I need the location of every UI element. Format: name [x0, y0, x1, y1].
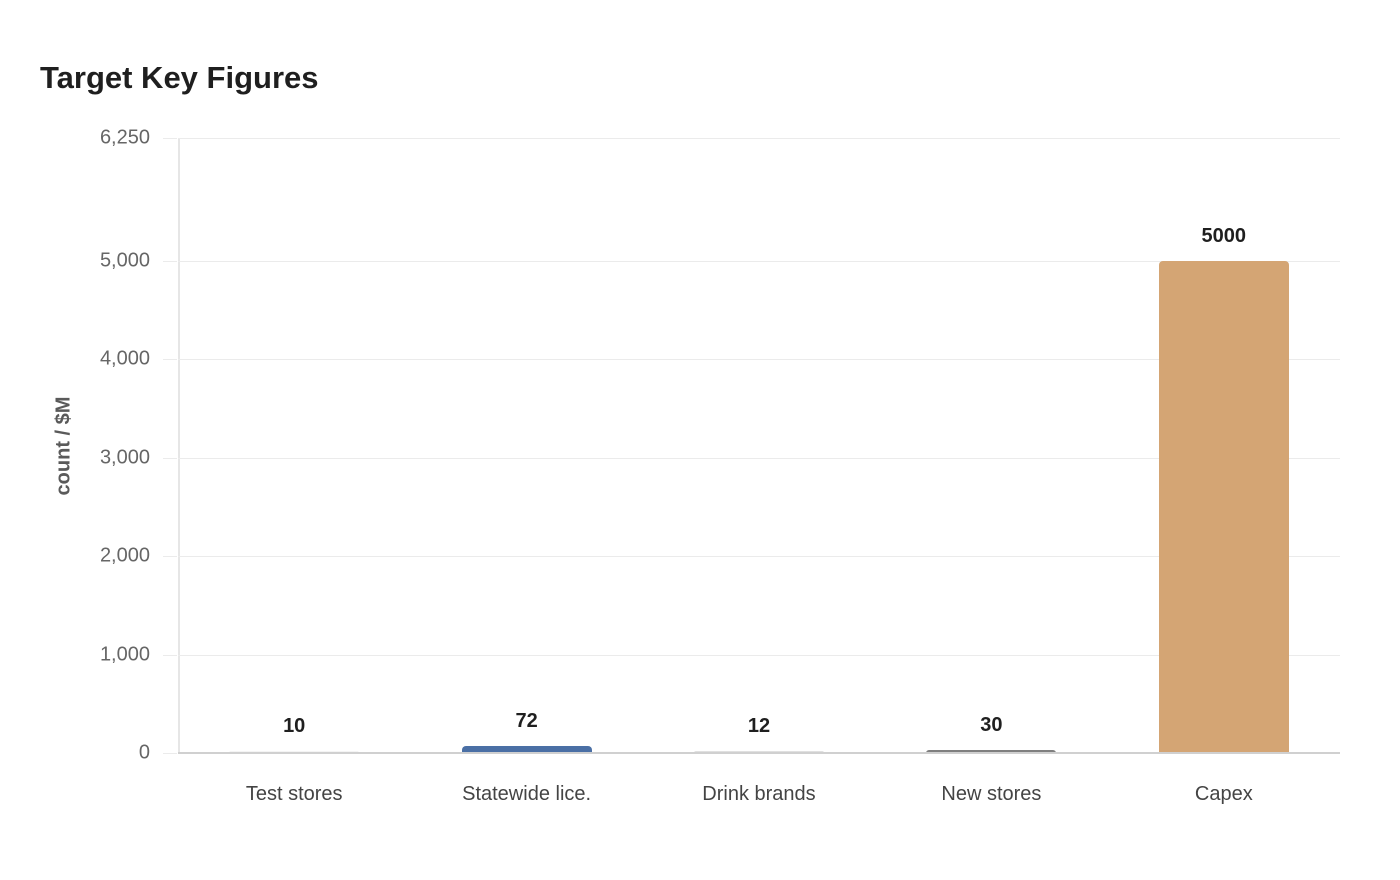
bar-value-label: 5000 [1201, 225, 1247, 247]
chart-title: Target Key Figures [40, 60, 319, 95]
gridline [178, 458, 1340, 459]
gridline [178, 261, 1340, 262]
x-tick-label: Statewide lice. [462, 783, 592, 805]
y-axis-line [178, 138, 180, 754]
x-tick-label: Test stores [245, 783, 343, 805]
gridline [178, 556, 1340, 557]
plot-area: 10 72 12 30 5000 Test stores Statewide lice. D… [163, 0, 1340, 880]
bar-statewide-lice[interactable] [461, 745, 592, 753]
y-tick-mark [163, 753, 177, 754]
y-tick-label: 2,000 [99, 544, 150, 567]
y-tick-mark [163, 655, 177, 656]
gridline [178, 138, 1340, 139]
bar-value-label: 72 [515, 709, 538, 732]
x-axis-line [178, 752, 1340, 754]
y-tick-label: 0 [138, 741, 150, 764]
bar-value-label: 12 [747, 715, 771, 737]
y-tick-label: 5,000 [99, 249, 150, 272]
y-tick-mark [163, 138, 177, 139]
x-tick-label: New stores [941, 783, 1042, 805]
bar-value-label: 10 [283, 715, 306, 737]
gridline [178, 655, 1340, 656]
x-tick-label: Drink brands [702, 783, 816, 805]
bar-capex[interactable] [1158, 261, 1289, 753]
y-tick-label: 3,000 [99, 446, 150, 469]
y-tick-mark [163, 556, 177, 557]
y-tick-mark [163, 261, 177, 262]
y-tick-label: 6,250 [99, 126, 150, 149]
y-tick-label: 1,000 [99, 643, 150, 666]
gridline [178, 359, 1340, 360]
bar-value-label: 30 [980, 714, 1003, 737]
y-tick-mark [163, 359, 177, 360]
y-tick-label: 4,000 [99, 347, 150, 370]
x-tick-label: Capex [1194, 783, 1253, 805]
bar-new-stores[interactable] [926, 750, 1057, 753]
y-tick-mark [163, 458, 177, 459]
